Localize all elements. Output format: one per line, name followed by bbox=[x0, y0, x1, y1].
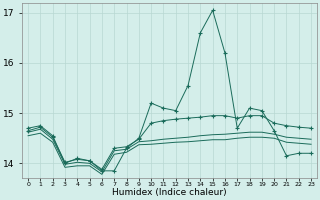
X-axis label: Humidex (Indice chaleur): Humidex (Indice chaleur) bbox=[112, 188, 227, 197]
